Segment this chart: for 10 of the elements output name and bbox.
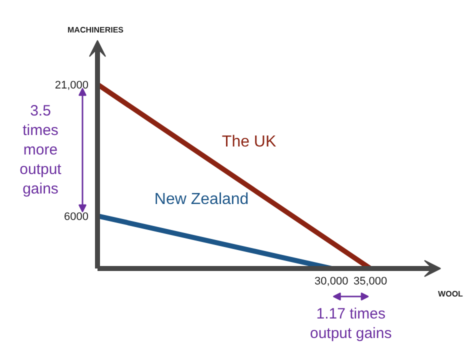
series-label: New Zealand — [154, 191, 249, 208]
y-tick-label: 6000 — [64, 210, 89, 223]
text: 1.17 times output gains — [310, 306, 392, 342]
series-label: The UK — [222, 133, 276, 150]
text: 3.5 times more output gains — [20, 102, 62, 198]
y-tick-label: 21,000 — [54, 79, 89, 92]
y-axis-title: MACHINERIES — [68, 26, 124, 34]
x-tick-label: 35,000 — [354, 276, 388, 288]
x-axis-title: WOOL — [438, 290, 464, 298]
x-tick-label: 30,000 — [314, 276, 348, 288]
